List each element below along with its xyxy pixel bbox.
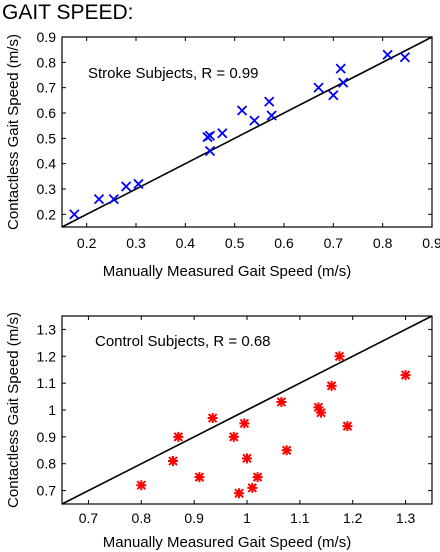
chart2-x-tick-label: 0.8 (132, 510, 152, 526)
chart1-y-tick-label: 0.4 (37, 156, 57, 172)
chart1-data-point (266, 110, 277, 121)
chart2-data-point (247, 482, 258, 493)
chart1-x-tick-label: 0.4 (176, 235, 196, 251)
chart2-data-point (326, 380, 337, 391)
chart2-x-tick-label: 1.1 (290, 510, 310, 526)
chart2-y-tick-label: 1.3 (37, 321, 57, 337)
chart1-y-tick-label: 0.9 (37, 29, 57, 45)
chart2-data-point (400, 370, 411, 381)
chart2-data-point (342, 421, 353, 432)
chart1-data-point (236, 105, 248, 116)
chart1-data-point (335, 63, 346, 74)
chart2-y-tick-label: 1 (48, 402, 56, 418)
chart2-x-tick-label: 1 (243, 510, 251, 526)
chart1-y-axis-label: Contactless Gait Speed (m/s) (5, 34, 22, 230)
chart2-data-point (207, 413, 218, 424)
chart2-data-point (242, 453, 252, 464)
chart1-data-point (120, 181, 132, 192)
chart2-data-point (194, 472, 205, 483)
chart2-reference-line (61, 315, 433, 505)
chart1-y-tick-label: 0.5 (37, 130, 57, 146)
chart1-data-point (204, 145, 216, 157)
chart1-data-point (399, 52, 411, 63)
chart1-data-point (108, 193, 119, 205)
chart2-x-tick-label: 1.3 (396, 510, 416, 526)
chart1-data-point (249, 115, 260, 126)
chart2-data-point (136, 480, 147, 491)
chart2-data-point (313, 402, 324, 413)
chart1-y-tick-label: 0.7 (37, 80, 57, 96)
chart1-data-point (328, 90, 339, 101)
chart2-y-tick-label: 0.9 (37, 429, 57, 445)
chart2-y-tick-label: 0.7 (37, 483, 57, 499)
chart1-x-tick-label: 0.5 (225, 235, 245, 251)
chart1-data-point (313, 82, 324, 93)
chart1-y-tick-label: 0.8 (37, 54, 57, 70)
chart2-y-tick-label: 1.1 (37, 375, 57, 391)
chart1-data-point (133, 178, 144, 190)
chart2-x-tick-label: 1.2 (343, 510, 363, 526)
chart1-x-tick-label: 0.9 (422, 235, 440, 251)
chart2-data-point (173, 431, 184, 442)
chart1-x-tick-label: 0.6 (274, 235, 294, 251)
chart2-x-tick-label: 0.7 (79, 510, 99, 526)
chart1-data-point (217, 128, 228, 139)
chart2-group: 0.7 0.8 0.9 1 1.1 1.2 1.3 0.7 0.8 0.9 1 1.1 1.2 1.3 Co… (5, 312, 433, 551)
chart1-x-tick-label: 0.2 (77, 235, 97, 251)
chart2-y-tick-label: 1.2 (37, 348, 57, 364)
chart2-annotation: Control Subjects, R = 0.68 (95, 333, 271, 350)
chart2-x-axis-label: Manually Measured Gait Speed (m/s) (103, 534, 351, 551)
chart1-x-tick-label: 0.8 (373, 235, 393, 251)
chart2-y-axis-label: Contactless Gait Speed (m/s) (5, 312, 22, 508)
chart2-data-point (234, 488, 245, 499)
chart1-y-tick-label: 0.2 (37, 206, 57, 222)
chart1-data-point (264, 96, 275, 107)
chart2-data-point (252, 472, 263, 483)
chart2-x-tick-label: 0.9 (184, 510, 204, 526)
chart1-data-point (338, 77, 349, 88)
chart1-x-tick-label: 0.3 (126, 235, 146, 251)
chart1-data-point (69, 209, 80, 220)
chart2-data-point (168, 456, 178, 467)
figure-title: GAIT SPEED: (2, 1, 134, 24)
chart1-plot-frame (61, 36, 433, 228)
chart1-annotation: Stroke Subjects, R = 0.99 (88, 65, 259, 82)
chart1-data-point (204, 130, 216, 141)
chart1-reference-line (61, 36, 433, 228)
chart1-group: 0.2 0.3 0.4 0.5 0.6 0.7 0.8 0.9 0.2 0.3 0.4 0.5 0.6 0… (5, 29, 440, 280)
chart2-data-point (239, 418, 250, 429)
chart2-data-point (228, 431, 239, 442)
chart1-x-tick-label: 0.7 (324, 235, 344, 251)
chart1-data-point (382, 49, 393, 60)
chart1-x-axis-label: Manually Measured Gait Speed (m/s) (103, 263, 351, 280)
chart2-data-point (281, 445, 292, 456)
chart2-data-point (334, 351, 345, 362)
chart1-data-point (93, 193, 105, 205)
chart2-y-tick-label: 0.8 (37, 456, 57, 472)
chart1-y-tick-label: 0.6 (37, 105, 57, 121)
chart2-data-point (316, 407, 326, 418)
chart1-y-tick-label: 0.3 (37, 181, 57, 197)
chart2-data-point (276, 396, 287, 407)
